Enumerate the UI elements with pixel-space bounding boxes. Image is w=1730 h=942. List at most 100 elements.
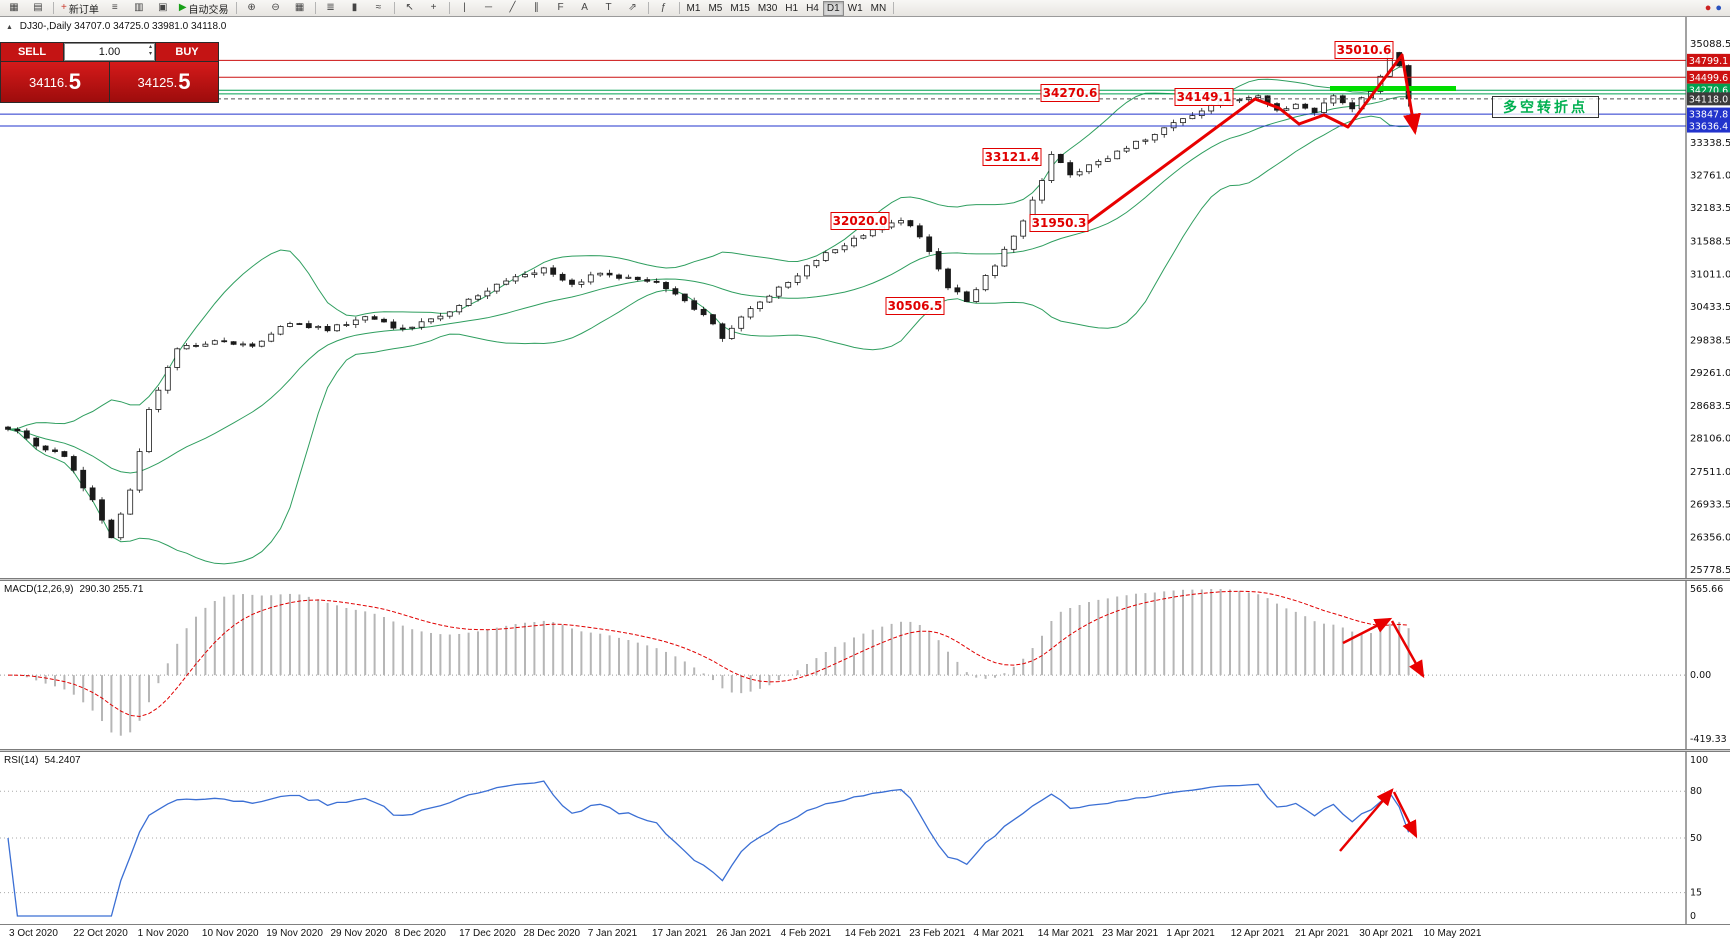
terminal-icon[interactable]: ▣ <box>152 0 174 17</box>
fibonacci-icon[interactable]: F <box>550 0 572 17</box>
macd-trend-arrow[interactable] <box>1390 620 1425 679</box>
price-callout[interactable]: 33121.4 <box>982 148 1042 166</box>
indicators-icon[interactable]: ƒ <box>653 0 675 17</box>
date-label: 4 Feb 2021 <box>780 928 832 939</box>
annotation-note[interactable]: 多空转折点 <box>1492 96 1599 118</box>
macd-panel[interactable]: 565.66 0.00 -419.33 <box>0 581 1730 749</box>
navigator-icon[interactable]: ▥ <box>128 0 150 17</box>
spinner-up-icon[interactable]: ▴ <box>148 44 152 50</box>
svg-text:33847.8: 33847.8 <box>1689 110 1728 121</box>
buy-button[interactable]: BUY <box>156 43 218 61</box>
rsi-axis-label: 0 <box>1690 911 1696 922</box>
zoom-in-icon-glyph: ⊕ <box>247 2 256 13</box>
rsi-panel[interactable]: 100 80 50 15 0 <box>0 752 1730 924</box>
sell-price-button[interactable]: 34116. 5 <box>1 62 109 102</box>
price-axis-label: 27511.0 <box>1690 467 1730 478</box>
blue-status-icon[interactable]: ● <box>1715 1 1722 14</box>
trendline-icon[interactable]: ╱ <box>502 0 524 17</box>
terminal-icon-glyph: ▣ <box>158 2 168 13</box>
tile-windows-icon[interactable]: ▦ <box>289 0 311 17</box>
price-tag: 34499.6 <box>1687 70 1730 84</box>
bollinger-band-mid <box>7 96 1409 474</box>
horizontal-line-icon[interactable]: ─ <box>478 0 500 17</box>
price-axis-label: 30433.5 <box>1690 302 1730 313</box>
spinner-down-icon[interactable]: ▾ <box>148 51 152 57</box>
toolbar-separator <box>893 2 895 14</box>
timeframe-mn-button-label: MN <box>870 2 887 14</box>
price-axis-label: 28106.0 <box>1690 434 1730 445</box>
macd-trend-arrow[interactable] <box>1342 617 1393 645</box>
support-highlight-bar[interactable] <box>1330 86 1456 91</box>
chart-profiles-icon[interactable]: ▤ <box>27 0 49 17</box>
timeframe-d1-button[interactable]: D1 <box>822 0 844 16</box>
date-label: 28 Dec 2020 <box>523 928 581 939</box>
red-status-icon[interactable]: ● <box>1704 1 1712 14</box>
date-label: 21 Apr 2021 <box>1295 928 1349 939</box>
panel-separator[interactable] <box>0 749 1730 752</box>
price-axis-label: 31588.5 <box>1690 237 1730 248</box>
market-watch-icon-glyph: ≡ <box>111 2 118 13</box>
bar-chart-icon[interactable]: ≣ <box>320 0 342 17</box>
svg-text:34270.6: 34270.6 <box>1689 86 1728 97</box>
svg-text:34118.0: 34118.0 <box>1689 94 1728 105</box>
toolbar-right-icons: ● ● <box>1704 1 1728 14</box>
timeframe-m15-button[interactable]: M15 <box>726 1 753 16</box>
svg-text:30506.5: 30506.5 <box>888 299 943 313</box>
price-tag: 33636.4 <box>1687 119 1730 133</box>
svg-text:34149.1: 34149.1 <box>1177 90 1232 104</box>
price-callout[interactable]: 32020.0 <box>830 212 890 230</box>
rsi-axis-label: 15 <box>1690 888 1702 899</box>
price-axis-label: 26356.0 <box>1690 532 1730 543</box>
lot-spinner[interactable]: ▴ ▾ <box>149 44 152 58</box>
line-chart-icon[interactable]: ≈ <box>368 0 390 17</box>
macd-name: MACD(12,26,9) <box>4 584 74 595</box>
toolbar: ▦ ▤ + 新订单 ≡ ▥ ▣ ▶ 自动交易 ⊕ ⊖ ▦ ≣ ▮ ≈ ↖ + | ─ ╱ ∥ F A T ⇗ ƒ M1 M5 M15 M3… <box>0 0 1730 17</box>
crosshair-icon[interactable]: + <box>423 0 445 17</box>
buy-price-big-digit: 5 <box>178 69 191 94</box>
date-label: 7 Jan 2021 <box>587 928 638 939</box>
price-callout[interactable]: 31950.3 <box>1029 214 1089 232</box>
timeframe-h1-button[interactable]: H1 <box>781 1 802 16</box>
rsi-trend-arrow[interactable] <box>1339 788 1394 852</box>
timeframe-m1-button[interactable]: M1 <box>683 1 705 16</box>
auto-trading-button[interactable]: ▶ 自动交易 <box>176 0 232 17</box>
market-watch-icon[interactable]: ≡ <box>104 0 126 17</box>
crosshair-icon-glyph: + <box>430 2 437 13</box>
zoom-out-icon[interactable]: ⊖ <box>265 0 287 17</box>
new-chart-icon[interactable]: ▦ <box>3 0 25 17</box>
date-label: 17 Dec 2020 <box>459 928 516 939</box>
trade-panel-prices: 34116. 5 34125. 5 <box>1 62 218 102</box>
zoom-in-icon[interactable]: ⊕ <box>241 0 263 17</box>
text-tool-icon[interactable]: A <box>574 0 596 17</box>
timeframe-m30-button[interactable]: M30 <box>754 1 781 16</box>
price-callout[interactable]: 34149.1 <box>1174 88 1234 106</box>
price-chart[interactable]: 34799.134499.634270.634118.033847.833636… <box>0 17 1730 578</box>
macd-axis-label: 565.66 <box>1690 584 1723 595</box>
horizontal-line-icon-glyph: ─ <box>485 2 493 13</box>
timeframe-mn-button[interactable]: MN <box>867 1 891 16</box>
buy-price-button[interactable]: 34125. 5 <box>110 62 218 102</box>
time-axis[interactable]: 3 Oct 2020 22 Oct 2020 1 Nov 2020 10 Nov 20… <box>0 924 1730 942</box>
cursor-icon[interactable]: ↖ <box>399 0 421 17</box>
timeframe-h4-button[interactable]: H4 <box>802 1 823 16</box>
date-label: 17 Jan 2021 <box>652 928 708 939</box>
rsi-trend-arrow[interactable] <box>1392 791 1418 839</box>
candlestick-chart-icon[interactable]: ▮ <box>344 0 366 17</box>
price-callout[interactable]: 35010.6 <box>1334 41 1394 59</box>
sell-button[interactable]: SELL <box>1 43 63 61</box>
vertical-line-icon[interactable]: | <box>454 0 476 17</box>
panel-separator[interactable] <box>0 578 1730 581</box>
collapse-chart-icon[interactable]: ▲ <box>6 24 13 31</box>
new-order-button[interactable]: + 新订单 <box>58 0 102 17</box>
channel-icon[interactable]: ∥ <box>526 0 548 17</box>
price-callout[interactable]: 30506.5 <box>885 297 945 315</box>
price-tag: 34799.1 <box>1687 53 1730 67</box>
price-callout[interactable]: 34270.6 <box>1040 84 1100 102</box>
lot-size-input[interactable]: 1.00 ▴ ▾ <box>64 43 155 61</box>
timeframe-m5-button[interactable]: M5 <box>704 1 726 16</box>
timeframe-h4-button-label: H4 <box>806 2 819 14</box>
arrows-tool-icon[interactable]: ⇗ <box>622 0 644 17</box>
trend-arrow[interactable] <box>1085 53 1421 226</box>
label-tool-icon[interactable]: T <box>598 0 620 17</box>
timeframe-w1-button[interactable]: W1 <box>844 1 867 16</box>
